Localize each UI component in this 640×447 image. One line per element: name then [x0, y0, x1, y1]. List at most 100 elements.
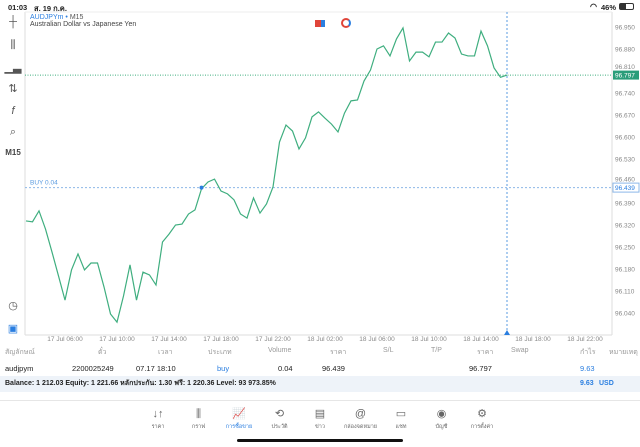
current-time-marker — [504, 330, 510, 335]
timeframe-button[interactable]: M15 — [5, 148, 21, 157]
wifi-icon: ◠ — [590, 2, 597, 11]
trade-icon: 📈 — [232, 408, 246, 420]
bar-chart-icon[interactable]: ▁▃ — [4, 62, 22, 74]
symbol-name[interactable]: AUDJPYm — [30, 14, 64, 21]
nav-label: ข่าว — [315, 424, 325, 430]
one-click-trading-icon[interactable] — [315, 20, 325, 27]
total-profit: 9.63 — [580, 380, 594, 387]
col-profit: กำไร — [580, 349, 596, 356]
row-volume: 0.04 — [278, 364, 293, 373]
y-tick-label: 96.250 — [615, 245, 635, 252]
settings-icon: ⚙ — [477, 408, 487, 420]
buy-price-tag — [612, 182, 640, 193]
y-tick-label: 96.040 — [615, 311, 635, 318]
balance-text: Balance: 1 212.03 Equity: 1 221.66 หลักป… — [5, 380, 276, 387]
y-tick-label: 96.110 — [615, 289, 635, 296]
row-open-price: 96.439 — [322, 364, 345, 373]
status-date: ส. 19 ก.ค. — [34, 4, 67, 13]
row-type: buy — [217, 364, 230, 373]
col-type: ประเภท — [208, 349, 232, 356]
mailbox-icon: @ — [354, 408, 367, 420]
col-comment: หมายเหตุ — [609, 349, 638, 356]
quotes-icon: ↓↑ — [152, 408, 164, 420]
nav-label: กล่องจดหมาย — [343, 424, 378, 430]
y-tick-label: 96.810 — [615, 64, 635, 71]
news-icon: ▤ — [314, 408, 326, 420]
crosshair-icon[interactable]: ┼ — [9, 16, 17, 28]
status-bar: 01:03 ส. 19 ก.ค. ◠ 46% — [0, 0, 640, 13]
nav-label: ประวัติ — [271, 424, 288, 430]
buy-price-label: 96.439 — [615, 185, 635, 192]
nav-trade[interactable]: 📈 การซื้อขาย — [219, 407, 259, 431]
nav-news[interactable]: ▤ ข่าว — [300, 407, 340, 431]
quick-trade-icon[interactable] — [341, 18, 351, 28]
nav-mailbox[interactable]: @ กล่องจดหมาย — [341, 407, 381, 431]
price-chart[interactable]: 96.950 96.880 96.810 96.740 96.670 96.600 96.5… — [0, 0, 640, 347]
home-indicator[interactable] — [237, 439, 403, 442]
nav-settings[interactable]: ⚙ การตั้งค่า — [462, 407, 502, 431]
x-tick-label: 18 Jul 22:00 — [567, 336, 603, 343]
nav-label: แชท — [395, 424, 407, 430]
nav-account[interactable]: ◉ บัญชี — [422, 407, 462, 431]
account-icon: ◉ — [436, 408, 447, 420]
x-tick-label: 18 Jul 06:00 — [359, 336, 395, 343]
x-tick-label: 17 Jul 10:00 — [99, 336, 135, 343]
x-tick-label: 17 Jul 14:00 — [151, 336, 187, 343]
candlestick-icon[interactable]: ⫼ — [10, 39, 16, 51]
nav-label: การตั้งค่า — [470, 424, 494, 430]
chart-icon: ⫼ — [195, 408, 202, 420]
buy-entry-marker — [199, 185, 204, 190]
nav-quotes[interactable]: ↓↑ ราคา — [138, 407, 178, 431]
x-tick-label: 17 Jul 06:00 — [47, 336, 83, 343]
indicators-icon[interactable]: ⇅ — [8, 83, 18, 95]
nav-history[interactable]: ⟲ ประวัติ — [260, 407, 300, 431]
nav-label: กราฟ — [191, 424, 206, 430]
current-price-label: 96.797 — [615, 73, 635, 80]
buy-position-label: BUY 0.04 — [30, 180, 58, 187]
nav-label: ราคา — [151, 424, 165, 430]
nav-chart[interactable]: ⫼ กราฟ — [179, 407, 219, 431]
y-tick-label: 96.530 — [615, 157, 635, 164]
row-symbol: audjpym — [5, 364, 34, 373]
x-tick-label: 18 Jul 14:00 — [463, 336, 499, 343]
col-price: ราคา — [477, 349, 494, 356]
x-tick-label: 17 Jul 18:00 — [203, 336, 239, 343]
col-sl: S/L — [383, 347, 394, 354]
x-tick-label: 18 Jul 02:00 — [307, 336, 343, 343]
row-ticket: 2200025249 — [72, 364, 114, 373]
row-profit: 9.63 — [580, 364, 595, 373]
nav-chat[interactable]: ▭ แชท — [381, 407, 421, 431]
col-swap: Swap — [511, 347, 529, 354]
price-line-series — [25, 26, 508, 324]
y-tick-label: 96.670 — [615, 113, 635, 120]
y-tick-label: 96.740 — [615, 91, 635, 98]
chart-header: AUDJPYm • M15 Australian Dollar vs Japan… — [30, 14, 136, 28]
battery-icon — [619, 3, 634, 10]
current-price-tag — [613, 70, 639, 80]
row-price: 96.797 — [469, 364, 492, 373]
currency: USD — [599, 380, 614, 387]
col-volume: Volume — [268, 347, 292, 354]
battery-percent: 46% — [601, 3, 617, 12]
x-tick-label: 17 Jul 22:00 — [255, 336, 291, 343]
y-tick-label: 96.600 — [615, 135, 635, 142]
y-tick-label: 96.390 — [615, 201, 635, 208]
x-tick-label: 18 Jul 10:00 — [411, 336, 447, 343]
col-ticket: ตั๋ว — [98, 349, 107, 356]
function-icon[interactable]: f — [11, 105, 15, 117]
col-symbol: สัญลักษณ์ — [5, 349, 35, 356]
symbol-description: Australian Dollar vs Japanese Yen — [30, 21, 137, 28]
shapes-icon[interactable]: ⌕ — [9, 126, 17, 138]
col-open-price: ราคา — [330, 349, 347, 356]
row-time: 07.17 18:10 — [136, 364, 176, 373]
symbol-timeframe: M15 — [69, 14, 84, 21]
y-tick-label: 96.460 — [615, 177, 635, 184]
chat-icon: ▭ — [395, 408, 407, 420]
bottom-nav: ↓↑ ราคา ⫼ กราฟ 📈 การซื้อขาย ⟲ ประวัติ ▤ ข่าว @ กล่อ… — [0, 400, 640, 447]
y-tick-label: 96.880 — [615, 47, 635, 54]
clock-icon[interactable]: ◷ — [8, 300, 18, 312]
col-tp: T/P — [431, 347, 442, 354]
balance-bar: Balance: 1 212.03 Equity: 1 221.66 หลักป… — [0, 376, 640, 392]
app-icon[interactable]: ▣ — [7, 323, 19, 335]
y-tick-label: 96.320 — [615, 223, 635, 230]
